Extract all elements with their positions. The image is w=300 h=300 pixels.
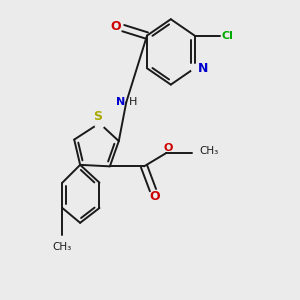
Text: O: O	[110, 20, 121, 33]
Text: O: O	[163, 142, 172, 153]
Text: CH₃: CH₃	[53, 242, 72, 252]
Text: H: H	[129, 98, 137, 107]
Text: O: O	[149, 190, 160, 203]
Text: S: S	[94, 110, 103, 123]
Text: N: N	[198, 62, 208, 75]
Text: Cl: Cl	[221, 31, 233, 40]
Text: CH₃: CH₃	[199, 146, 218, 157]
Text: N: N	[116, 98, 125, 107]
